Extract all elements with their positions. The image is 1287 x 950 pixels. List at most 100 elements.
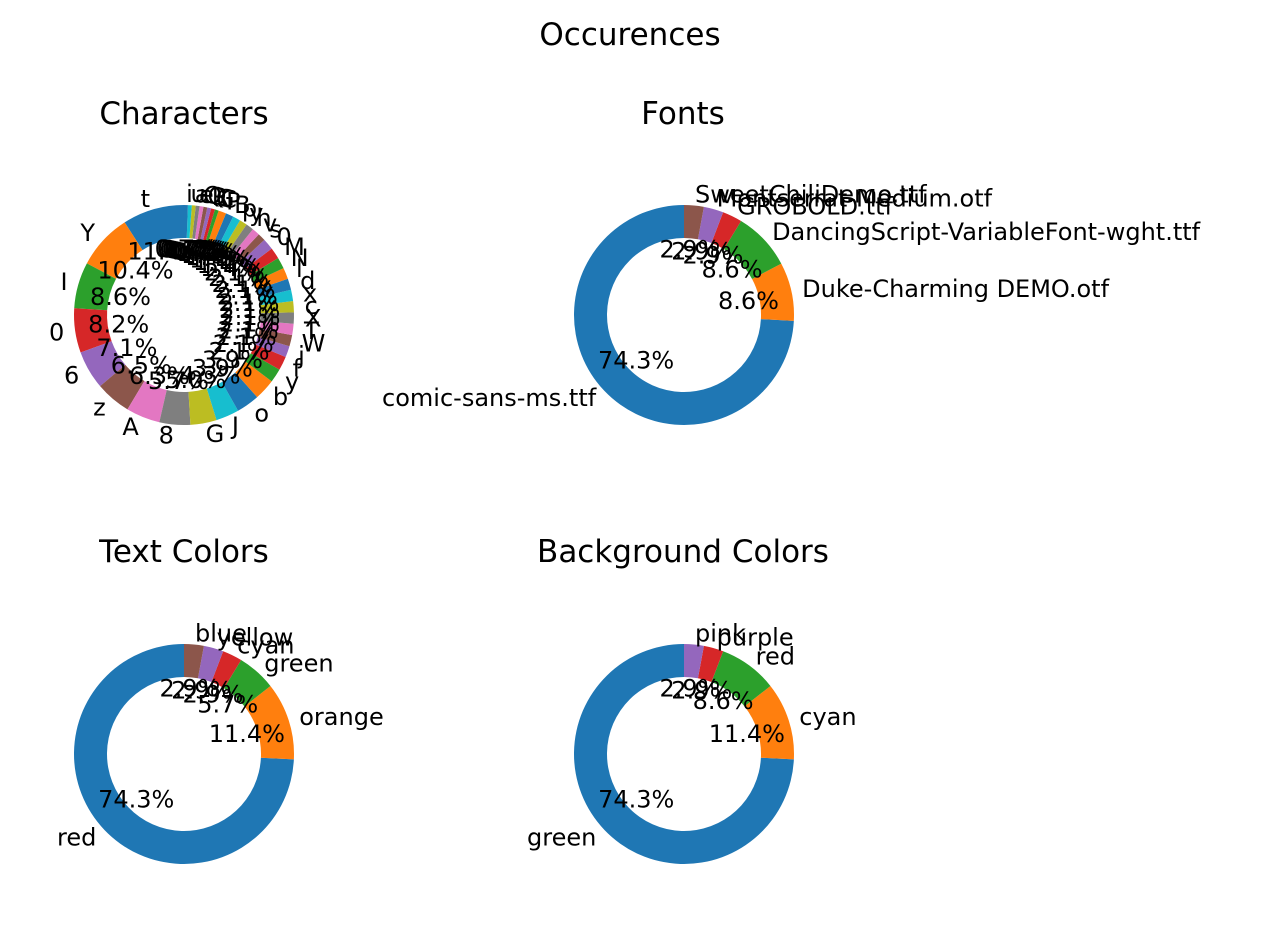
slice-label: Montserrat-Medium.otf <box>717 184 993 212</box>
wedge-m <box>245 248 279 276</box>
slice-label: green <box>527 823 596 851</box>
pct-label: 1.4% <box>177 239 238 267</box>
pct-label: 2.1% <box>212 270 273 298</box>
wedge-red <box>74 644 294 864</box>
wedge-l <box>253 268 288 290</box>
pct-label: 0.7% <box>171 237 232 265</box>
pct-label: 5.7% <box>197 691 258 719</box>
slice-label: s <box>269 215 282 243</box>
wedge-b <box>213 213 234 247</box>
slice-label: pink <box>695 620 746 648</box>
pct-label: 2.1% <box>215 276 276 304</box>
pct-label: 8.6% <box>702 256 763 284</box>
slice-label: W <box>302 329 326 357</box>
slice-label: v <box>263 209 277 237</box>
slice-label: DancingScript-VariableFont-wght.ttf <box>772 218 1201 246</box>
slice-label: f <box>293 354 302 382</box>
wedge-t <box>124 205 184 251</box>
pct-label: 11.4% <box>709 720 785 748</box>
chart-background-colors: Background Colors 74.3% 11.4% 8.6%2.9%2.9%… <box>527 534 857 864</box>
pct-label: 8.6% <box>90 283 151 311</box>
wedge-red <box>711 651 771 707</box>
wedge-green <box>223 659 271 707</box>
pct-label: 8.6% <box>718 287 779 315</box>
pct-label: 11.4% <box>127 238 203 266</box>
wedge-duke-charming-demo-otf <box>752 263 794 321</box>
pct-label: 6.3% <box>129 362 190 390</box>
slice-label: X <box>305 304 321 332</box>
slice-label: y <box>285 368 299 396</box>
slice-label: d <box>300 267 315 295</box>
wedge-c <box>260 300 294 314</box>
pct-label: 0.7% <box>157 235 218 263</box>
wedge-blue <box>184 644 204 679</box>
pct-label: 2.9% <box>682 242 743 270</box>
chart-title: Text Colors <box>98 534 269 570</box>
pct-label: 74.3% <box>598 346 674 374</box>
pct-label: 1.4% <box>200 254 261 282</box>
pct-label: 5.7% <box>148 367 209 395</box>
slice-label: blue <box>195 620 247 648</box>
slice-label: e <box>199 181 214 209</box>
wedge-j <box>255 336 290 357</box>
wedge-z <box>100 364 145 410</box>
slice-label: P <box>226 188 240 216</box>
wedge-g <box>202 208 215 242</box>
wedge-g <box>188 388 217 425</box>
pct-label: 2.1% <box>218 289 279 317</box>
wedge-w <box>257 329 293 347</box>
pct-label: 2.1% <box>219 310 280 338</box>
pct-label: 1.4% <box>197 251 258 279</box>
wedge-n <box>249 258 284 283</box>
wedge-y <box>245 353 280 382</box>
wedge-6 <box>80 341 126 387</box>
slice-label: x <box>303 279 317 307</box>
wedge-x <box>260 312 294 324</box>
slice-label: i <box>186 180 193 208</box>
wedge-cyan <box>744 685 794 760</box>
slice-label: red <box>756 643 795 671</box>
slice-label: N <box>291 244 309 272</box>
wedge-a <box>189 205 196 239</box>
pct-label: 2.1% <box>219 296 280 324</box>
wedge-p <box>218 216 240 249</box>
slice-label: 0 <box>277 223 292 251</box>
pct-label: 7.1% <box>96 334 157 362</box>
wedge-p <box>208 210 226 244</box>
pct-label: 11.4% <box>209 720 285 748</box>
slice-label: G <box>206 420 225 448</box>
slice-label: G <box>216 184 235 212</box>
wedge-0 <box>74 308 112 353</box>
slice-label: T <box>303 317 319 345</box>
slice-label: yellow <box>217 623 294 651</box>
pct-label: 2.1% <box>204 258 265 286</box>
pct-label: 2.1% <box>217 282 278 310</box>
slice-label: M <box>284 233 305 261</box>
slice-label: GROBOLD.ttf <box>737 192 893 220</box>
pct-label: 2.9% <box>671 237 732 265</box>
wedge-i <box>74 263 117 311</box>
pct-label: 2.1% <box>218 316 279 344</box>
pct-label: 1.4% <box>193 248 254 276</box>
pct-label: 2.9% <box>171 676 232 704</box>
wedge-r <box>200 207 212 241</box>
pct-label: 2.9% <box>160 674 221 702</box>
wedge-t <box>259 321 294 336</box>
wedge-v <box>232 229 259 259</box>
slice-label: B <box>234 191 250 219</box>
slice-label: R <box>212 183 229 211</box>
wedge-0 <box>240 239 272 269</box>
pct-label: 5.0% <box>165 366 226 394</box>
pct-label: 0.7% <box>169 237 230 265</box>
slice-label: orange <box>299 703 383 731</box>
slice-label: Y <box>79 219 95 247</box>
slice-label: purple <box>717 623 794 651</box>
pct-label: 2.1% <box>213 330 274 358</box>
pct-label: 8.6% <box>693 687 754 715</box>
figure-title: Occurences <box>539 17 720 53</box>
wedge-y <box>86 222 143 279</box>
slice-label: y <box>249 199 263 227</box>
slice-label: C <box>220 185 237 213</box>
pct-label: 4.3% <box>180 362 241 390</box>
wedge-yellow <box>197 645 224 683</box>
